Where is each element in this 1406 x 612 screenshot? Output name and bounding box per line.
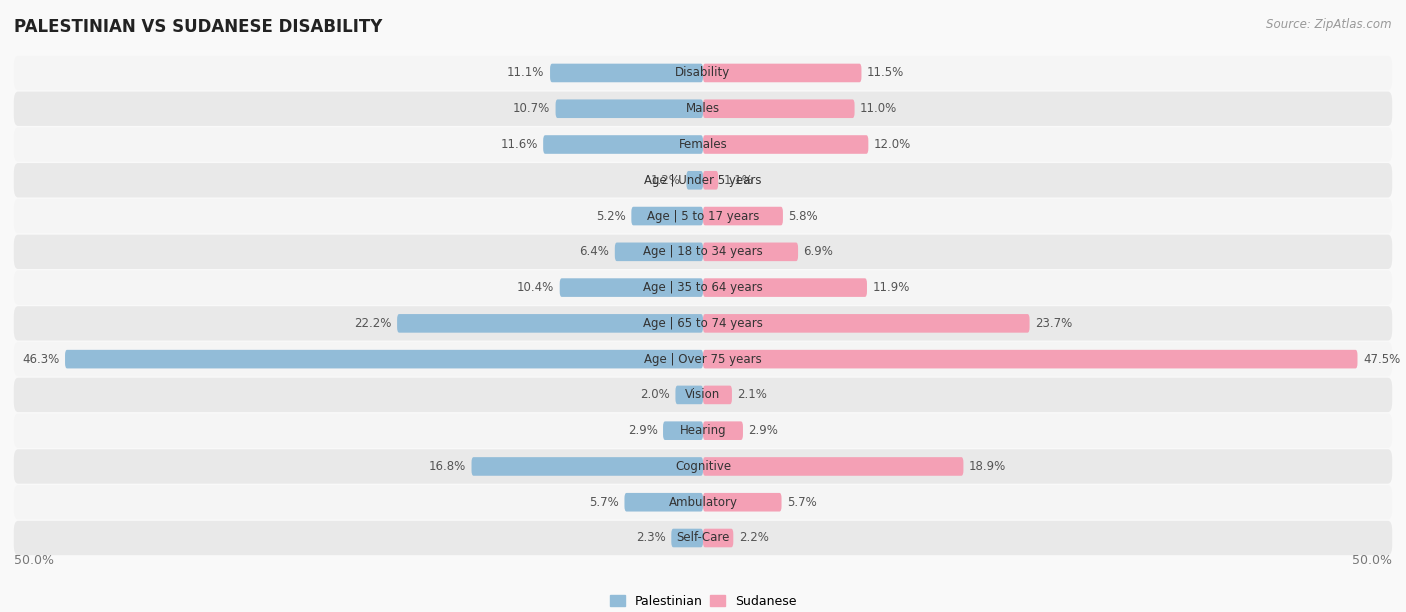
FancyBboxPatch shape [703, 350, 1358, 368]
Text: 11.6%: 11.6% [501, 138, 537, 151]
FancyBboxPatch shape [555, 99, 703, 118]
FancyBboxPatch shape [703, 529, 734, 547]
Text: 11.5%: 11.5% [868, 67, 904, 80]
Text: Self-Care: Self-Care [676, 531, 730, 545]
FancyBboxPatch shape [675, 386, 703, 404]
FancyBboxPatch shape [664, 422, 703, 440]
Text: Source: ZipAtlas.com: Source: ZipAtlas.com [1267, 18, 1392, 31]
Text: 6.9%: 6.9% [804, 245, 834, 258]
Text: 22.2%: 22.2% [354, 317, 392, 330]
Text: 12.0%: 12.0% [875, 138, 911, 151]
Text: 10.7%: 10.7% [513, 102, 550, 115]
Text: 47.5%: 47.5% [1362, 353, 1400, 365]
FancyBboxPatch shape [703, 314, 1029, 333]
FancyBboxPatch shape [703, 99, 855, 118]
Text: Age | 35 to 64 years: Age | 35 to 64 years [643, 281, 763, 294]
Text: Hearing: Hearing [679, 424, 727, 437]
FancyBboxPatch shape [14, 234, 1392, 269]
FancyBboxPatch shape [14, 485, 1392, 520]
FancyBboxPatch shape [14, 127, 1392, 162]
Text: Disability: Disability [675, 67, 731, 80]
Text: 6.4%: 6.4% [579, 245, 609, 258]
FancyBboxPatch shape [14, 271, 1392, 305]
FancyBboxPatch shape [14, 163, 1392, 198]
Legend: Palestinian, Sudanese: Palestinian, Sudanese [605, 590, 801, 612]
FancyBboxPatch shape [703, 386, 733, 404]
Text: Age | 18 to 34 years: Age | 18 to 34 years [643, 245, 763, 258]
FancyBboxPatch shape [14, 92, 1392, 126]
FancyBboxPatch shape [14, 306, 1392, 340]
Text: 46.3%: 46.3% [22, 353, 59, 365]
FancyBboxPatch shape [396, 314, 703, 333]
FancyBboxPatch shape [703, 171, 718, 190]
FancyBboxPatch shape [703, 278, 868, 297]
Text: Age | 65 to 74 years: Age | 65 to 74 years [643, 317, 763, 330]
FancyBboxPatch shape [543, 135, 703, 154]
Text: 18.9%: 18.9% [969, 460, 1007, 473]
FancyBboxPatch shape [703, 457, 963, 476]
Text: Ambulatory: Ambulatory [668, 496, 738, 509]
Text: 5.7%: 5.7% [787, 496, 817, 509]
FancyBboxPatch shape [14, 56, 1392, 90]
Text: 50.0%: 50.0% [1353, 554, 1392, 567]
Text: 2.9%: 2.9% [627, 424, 658, 437]
FancyBboxPatch shape [703, 242, 799, 261]
Text: Cognitive: Cognitive [675, 460, 731, 473]
FancyBboxPatch shape [703, 135, 869, 154]
Text: 2.1%: 2.1% [738, 389, 768, 401]
Text: 1.1%: 1.1% [724, 174, 754, 187]
FancyBboxPatch shape [14, 199, 1392, 233]
Text: 11.9%: 11.9% [873, 281, 910, 294]
FancyBboxPatch shape [614, 242, 703, 261]
FancyBboxPatch shape [471, 457, 703, 476]
FancyBboxPatch shape [14, 414, 1392, 448]
FancyBboxPatch shape [624, 493, 703, 512]
Text: Vision: Vision [685, 389, 721, 401]
Text: 10.4%: 10.4% [517, 281, 554, 294]
Text: 2.9%: 2.9% [748, 424, 779, 437]
Text: 2.2%: 2.2% [738, 531, 769, 545]
FancyBboxPatch shape [631, 207, 703, 225]
Text: 50.0%: 50.0% [14, 554, 53, 567]
FancyBboxPatch shape [671, 529, 703, 547]
FancyBboxPatch shape [14, 342, 1392, 376]
Text: 23.7%: 23.7% [1035, 317, 1073, 330]
Text: Age | Under 5 years: Age | Under 5 years [644, 174, 762, 187]
Text: Males: Males [686, 102, 720, 115]
FancyBboxPatch shape [703, 493, 782, 512]
FancyBboxPatch shape [14, 449, 1392, 483]
FancyBboxPatch shape [686, 171, 703, 190]
Text: 2.3%: 2.3% [636, 531, 666, 545]
FancyBboxPatch shape [14, 521, 1392, 555]
FancyBboxPatch shape [14, 378, 1392, 412]
Text: 11.1%: 11.1% [508, 67, 544, 80]
FancyBboxPatch shape [550, 64, 703, 82]
Text: Age | Over 75 years: Age | Over 75 years [644, 353, 762, 365]
FancyBboxPatch shape [560, 278, 703, 297]
Text: 2.0%: 2.0% [640, 389, 669, 401]
Text: 16.8%: 16.8% [429, 460, 465, 473]
FancyBboxPatch shape [703, 422, 742, 440]
Text: 1.2%: 1.2% [651, 174, 681, 187]
FancyBboxPatch shape [703, 207, 783, 225]
Text: PALESTINIAN VS SUDANESE DISABILITY: PALESTINIAN VS SUDANESE DISABILITY [14, 18, 382, 36]
Text: 5.8%: 5.8% [789, 209, 818, 223]
Text: 5.7%: 5.7% [589, 496, 619, 509]
Text: Age | 5 to 17 years: Age | 5 to 17 years [647, 209, 759, 223]
FancyBboxPatch shape [703, 64, 862, 82]
Text: 11.0%: 11.0% [860, 102, 897, 115]
FancyBboxPatch shape [65, 350, 703, 368]
Text: Females: Females [679, 138, 727, 151]
Text: 5.2%: 5.2% [596, 209, 626, 223]
